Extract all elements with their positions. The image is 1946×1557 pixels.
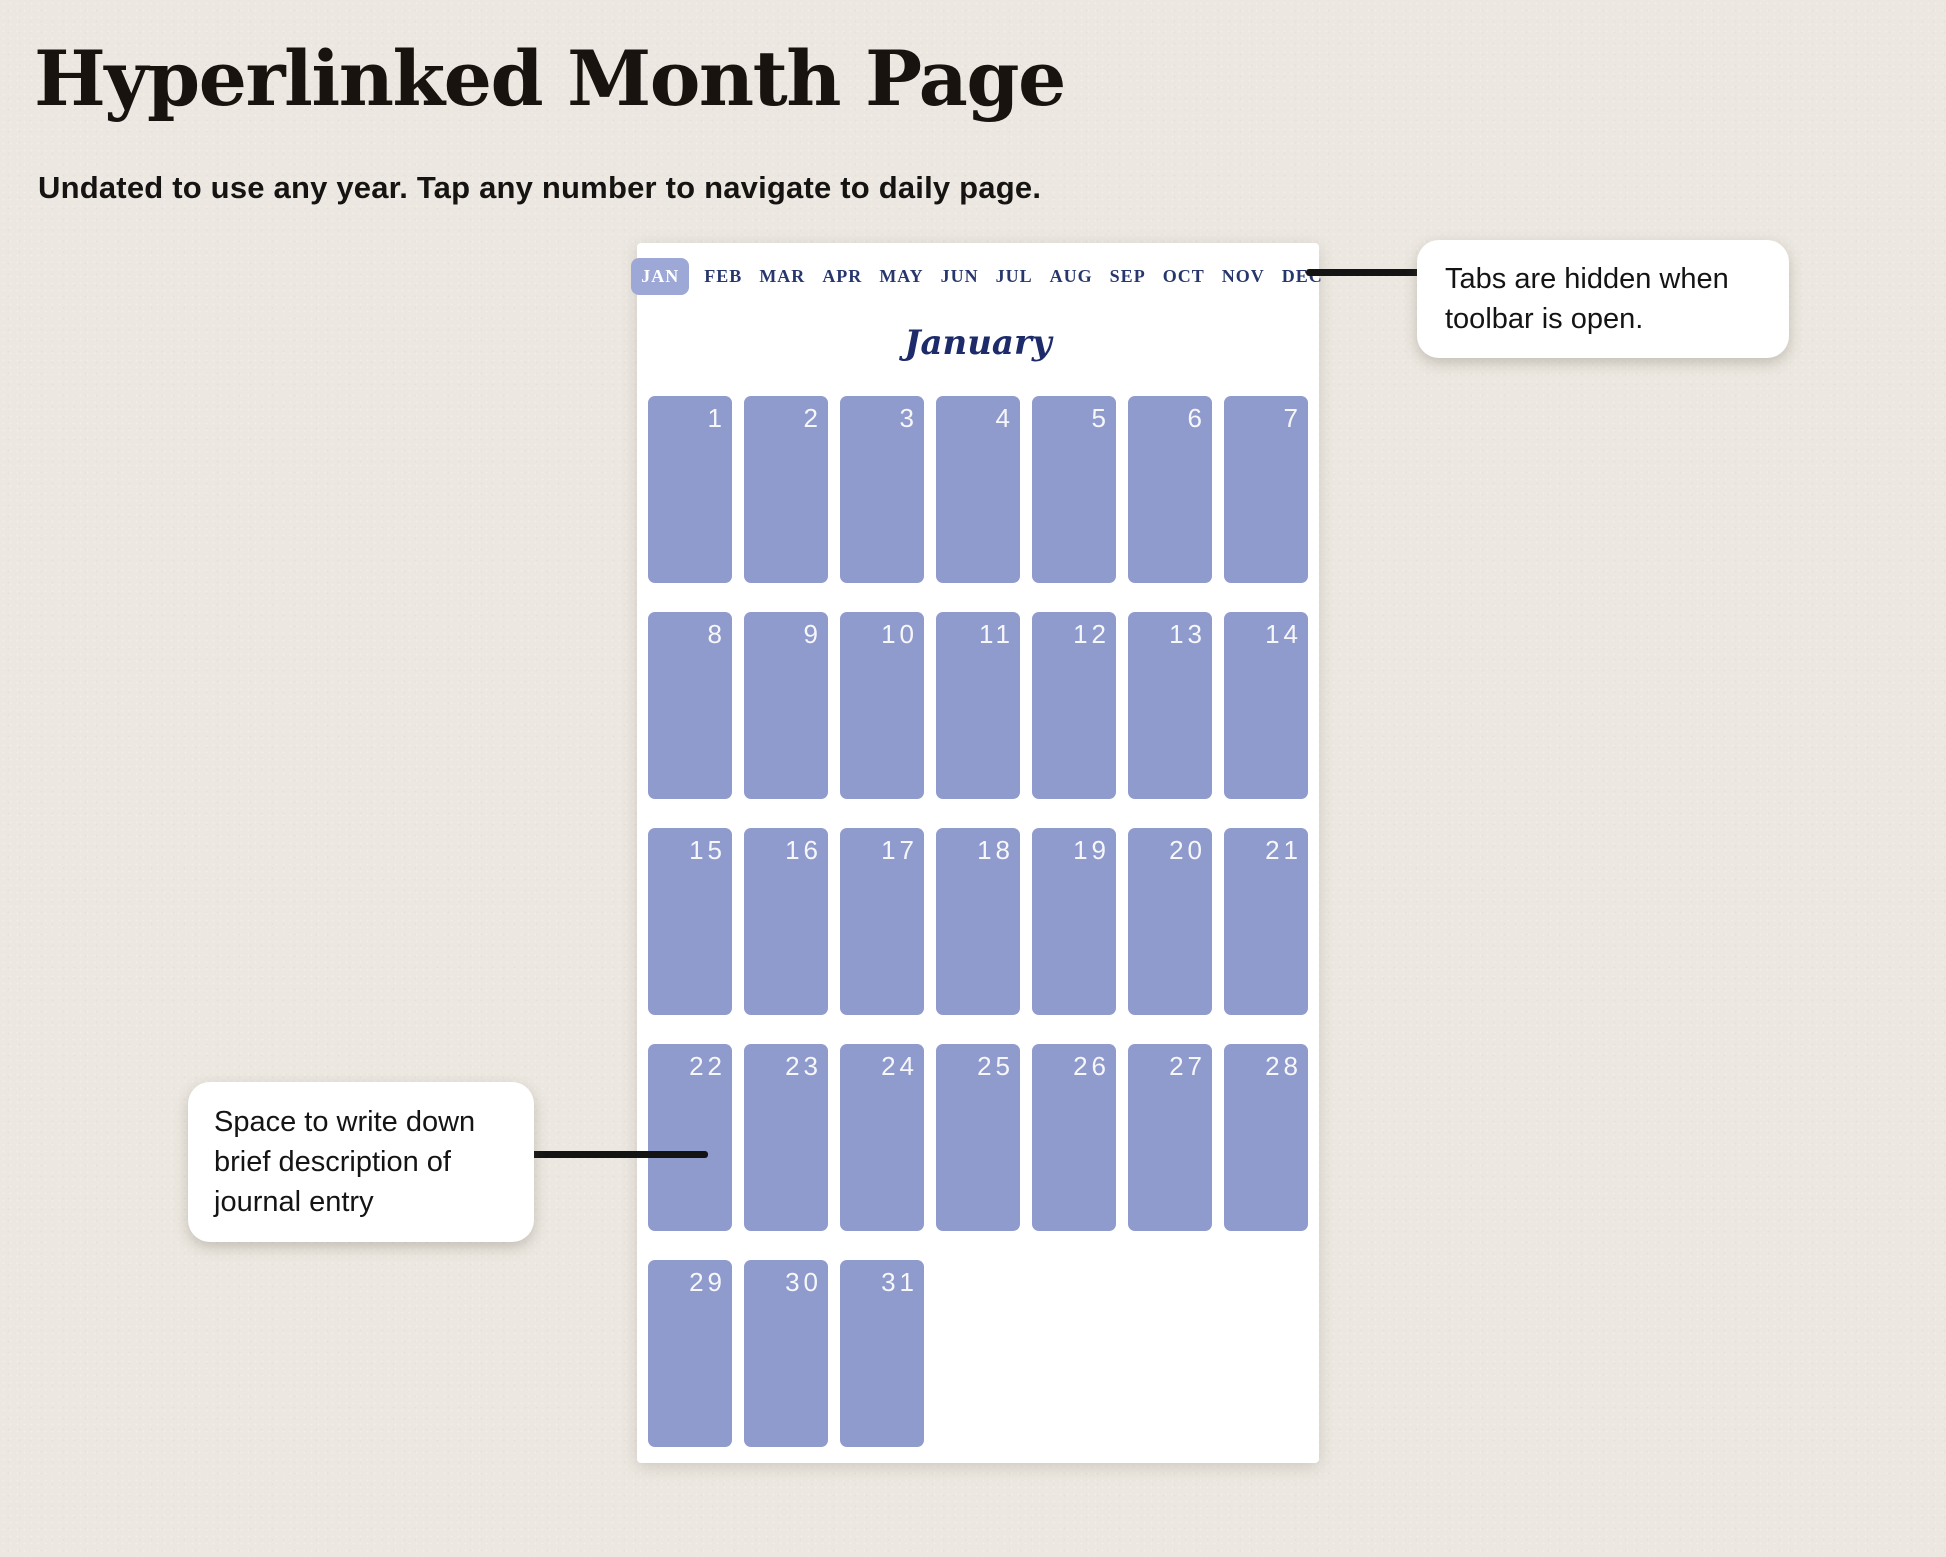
day-number: 24 [881,1051,918,1081]
tab-sep[interactable]: SEP [1109,265,1146,286]
tab-jun[interactable]: JUN [940,265,979,286]
connector-line-tabs-note [1306,269,1420,276]
day-cell-29[interactable]: 29 [648,1260,732,1447]
day-cell-3[interactable]: 3 [840,396,924,583]
callout-journal-space-note-text: Space to write down brief description of… [214,1106,476,1219]
day-cell-26[interactable]: 26 [1032,1044,1116,1231]
tab-mar[interactable]: MAR [759,265,806,286]
day-number: 2 [803,403,822,433]
day-number: 9 [803,619,822,649]
callout-tabs-note: Tabs are hidden when toolbar is open. [1417,240,1789,359]
day-number: 8 [707,619,726,649]
day-cell-17[interactable]: 17 [840,828,924,1015]
day-number: 23 [785,1051,822,1081]
month-tabbar: JAN FEB MAR APR MAY JUN JUL AUG SEP OCT NOV DEC [631,257,1322,295]
day-number: 18 [977,835,1014,865]
day-number: 21 [1265,835,1302,865]
day-cell-31[interactable]: 31 [840,1260,924,1447]
tab-aug[interactable]: AUG [1049,265,1093,286]
day-number: 30 [785,1267,822,1297]
day-cell-18[interactable]: 18 [936,828,1020,1015]
day-cell-2[interactable]: 2 [744,396,828,583]
day-cell-8[interactable]: 8 [648,612,732,799]
day-number: 13 [1169,619,1206,649]
planner-page: JAN FEB MAR APR MAY JUN JUL AUG SEP OCT NOV DEC Jan… [631,243,1322,1463]
day-cell-19[interactable]: 19 [1032,828,1116,1015]
day-number: 4 [995,403,1014,433]
tab-jul[interactable]: JUL [995,265,1033,286]
day-cell-21[interactable]: 21 [1224,828,1308,1015]
day-number: 25 [977,1051,1014,1081]
day-number: 22 [689,1051,726,1081]
day-number: 28 [1265,1051,1302,1081]
day-cell-9[interactable]: 9 [744,612,828,799]
page-title: Hyperlinked Month Page [34,34,1066,123]
day-cell-24[interactable]: 24 [840,1044,924,1231]
day-cell-15[interactable]: 15 [648,828,732,1015]
day-number: 17 [881,835,918,865]
day-number: 7 [1283,403,1302,433]
tab-apr[interactable]: APR [822,265,863,286]
day-number: 12 [1073,619,1110,649]
day-number: 16 [785,835,822,865]
day-number: 29 [689,1267,726,1297]
day-cell-12[interactable]: 12 [1032,612,1116,799]
page-subtitle: Undated to use any year. Tap any number … [38,170,1042,205]
day-cell-11[interactable]: 11 [936,612,1020,799]
day-cell-30[interactable]: 30 [744,1260,828,1447]
day-cell-5[interactable]: 5 [1032,396,1116,583]
day-cell-7[interactable]: 7 [1224,396,1308,583]
connector-line-journal-note [530,1151,708,1158]
day-cell-13[interactable]: 13 [1128,612,1212,799]
month-title: January [904,323,1052,363]
day-number: 14 [1265,619,1302,649]
day-number: 1 [707,403,726,433]
day-cell-10[interactable]: 10 [840,612,924,799]
callout-journal-space-note: Space to write down brief description of… [188,1082,534,1243]
day-number: 3 [899,403,918,433]
day-cell-4[interactable]: 4 [936,396,1020,583]
tab-oct[interactable]: OCT [1162,265,1205,286]
day-cell-1[interactable]: 1 [648,396,732,583]
day-cell-22[interactable]: 22 [648,1044,732,1231]
tab-feb[interactable]: FEB [704,265,743,286]
day-number: 31 [881,1267,918,1297]
tab-may[interactable]: MAY [879,265,924,286]
day-cell-23[interactable]: 23 [744,1044,828,1231]
tab-jan[interactable]: JAN [631,257,690,295]
day-number: 10 [881,619,918,649]
day-number: 6 [1187,403,1206,433]
day-cell-27[interactable]: 27 [1128,1044,1212,1231]
day-cell-16[interactable]: 16 [744,828,828,1015]
day-number: 27 [1169,1051,1206,1081]
day-grid: 1 2 3 4 5 6 7 8 9 10 11 12 13 14 15 16 17 18 19 20 21 22 23 24 2… [648,396,1308,1447]
day-number: 26 [1073,1051,1110,1081]
day-number: 15 [689,835,726,865]
day-cell-20[interactable]: 20 [1128,828,1212,1015]
tab-nov[interactable]: NOV [1221,265,1265,286]
day-number: 11 [979,619,1014,649]
day-number: 5 [1091,403,1110,433]
day-number: 19 [1073,835,1110,865]
day-cell-28[interactable]: 28 [1224,1044,1308,1231]
day-cell-14[interactable]: 14 [1224,612,1308,799]
day-cell-6[interactable]: 6 [1128,396,1212,583]
callout-tabs-note-text: Tabs are hidden when toolbar is open. [1445,263,1729,336]
day-cell-25[interactable]: 25 [936,1044,1020,1231]
day-number: 20 [1169,835,1206,865]
